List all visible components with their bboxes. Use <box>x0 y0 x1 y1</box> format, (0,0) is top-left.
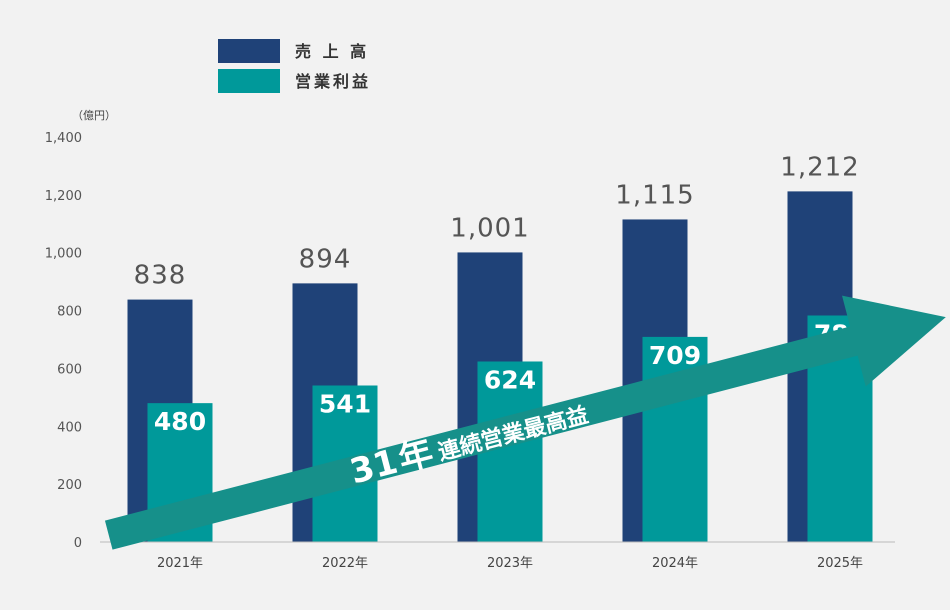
sales-value-label: 838 <box>134 261 187 291</box>
profit-value-label: 709 <box>649 341 701 370</box>
y-tick-label: 400 <box>57 420 82 435</box>
y-tick-label: 600 <box>57 362 82 377</box>
legend-swatch-sales <box>218 39 280 63</box>
legend-label-profit: 営業利益 <box>295 72 371 91</box>
x-axis: 2021年 2022年 2023年 2024年 2025年 <box>157 556 863 571</box>
y-tick-label: 1,200 <box>45 189 82 204</box>
x-tick-label: 2024年 <box>652 556 698 571</box>
profit-value-label: 480 <box>154 407 206 436</box>
x-tick-label: 2025年 <box>817 556 863 571</box>
y-tick-label: 1,000 <box>45 247 82 262</box>
sales-value-label: 1,115 <box>615 180 694 210</box>
sales-value-label: 1,001 <box>450 213 529 243</box>
growth-arrow-shape <box>104 295 946 550</box>
y-axis: 0 200 400 600 800 1,000 1,200 1,400 <box>45 131 82 551</box>
y-tick-label: 800 <box>57 305 82 320</box>
x-tick-label: 2023年 <box>487 556 533 571</box>
y-axis-unit-label: （億円） <box>72 109 116 122</box>
legend-swatch-profit <box>218 69 280 93</box>
profit-value-label: 541 <box>319 389 371 418</box>
y-tick-label: 0 <box>74 536 82 551</box>
x-tick-label: 2021年 <box>157 556 203 571</box>
x-tick-label: 2022年 <box>322 556 368 571</box>
y-tick-label: 200 <box>57 478 82 493</box>
sales-value-label: 894 <box>299 244 352 274</box>
sales-value-label: 1,212 <box>780 152 859 182</box>
legend-label-sales: 売 上 高 <box>295 42 369 61</box>
y-tick-label: 1,400 <box>45 131 82 146</box>
profit-value-label: 624 <box>484 365 536 394</box>
